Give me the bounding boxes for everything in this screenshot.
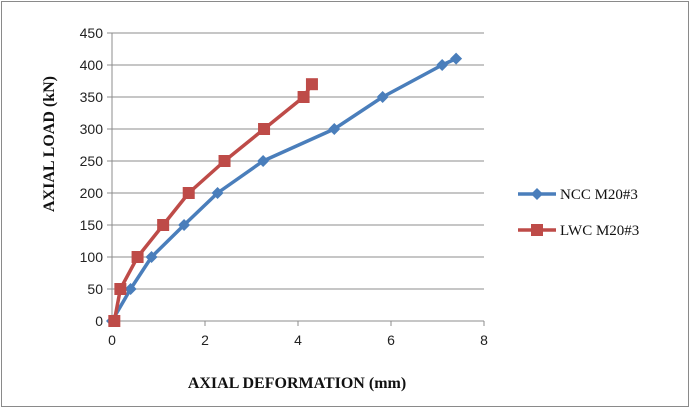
data-point-lwc — [157, 219, 170, 231]
legend-marker-lwc — [531, 224, 543, 236]
data-point-ncc — [124, 283, 137, 295]
x-tick-label: 6 — [387, 332, 395, 348]
data-point-lwc — [305, 78, 318, 91]
data-point-ncc — [145, 251, 158, 263]
data-point-lwc — [114, 283, 127, 295]
legend-item-ncc: NCC M20#3 — [518, 187, 638, 203]
series-group — [106, 52, 463, 327]
series-lwc — [108, 78, 318, 327]
y-tick-label: 100 — [80, 249, 104, 265]
data-point-ncc — [178, 219, 191, 231]
legend-item-lwc: LWC M20#3 — [518, 223, 639, 239]
data-point-ncc — [376, 91, 389, 103]
data-point-lwc — [218, 155, 231, 167]
y-tick-label: 150 — [80, 217, 104, 233]
x-axis-title: AXIAL DEFORMATION (mm) — [188, 375, 406, 392]
y-tick-label: 450 — [80, 25, 104, 41]
x-tick-label: 8 — [480, 332, 488, 348]
series-line-ncc — [110, 57, 457, 322]
y-tick-label: 400 — [80, 57, 104, 73]
data-point-lwc — [258, 123, 271, 135]
tick-labels: 0 50 100 150 200 250 300 350 400 450 0 2 4 6 8 — [80, 25, 488, 348]
data-point-ncc — [257, 155, 270, 167]
data-point-ncc — [328, 123, 341, 135]
data-point-ncc — [211, 187, 224, 199]
data-point-lwc — [108, 315, 121, 327]
y-tick-label: 300 — [80, 121, 104, 137]
axes — [107, 32, 485, 326]
data-point-lwc — [131, 251, 144, 263]
legend-marker-ncc — [531, 188, 543, 200]
y-tick-label: 250 — [80, 153, 104, 169]
y-tick-label: 200 — [80, 185, 104, 201]
y-axis-title: AXIAL LOAD (kN) — [41, 76, 58, 212]
x-tick-label: 0 — [108, 332, 116, 348]
series-ncc — [106, 52, 463, 327]
data-point-lwc — [297, 91, 310, 103]
gridlines — [112, 32, 484, 290]
legend-label-lwc: LWC M20#3 — [560, 223, 639, 239]
y-tick-label: 0 — [95, 313, 103, 329]
data-point-ncc — [450, 52, 463, 65]
legend: NCC M20#3 LWC M20#3 — [518, 187, 639, 239]
x-tick-label: 4 — [294, 332, 302, 348]
x-tick-label: 2 — [201, 332, 209, 348]
y-tick-label: 350 — [80, 89, 104, 105]
legend-label-ncc: NCC M20#3 — [560, 187, 638, 203]
data-point-ncc — [436, 59, 449, 71]
y-tick-label: 50 — [87, 281, 103, 297]
data-point-lwc — [182, 187, 195, 199]
